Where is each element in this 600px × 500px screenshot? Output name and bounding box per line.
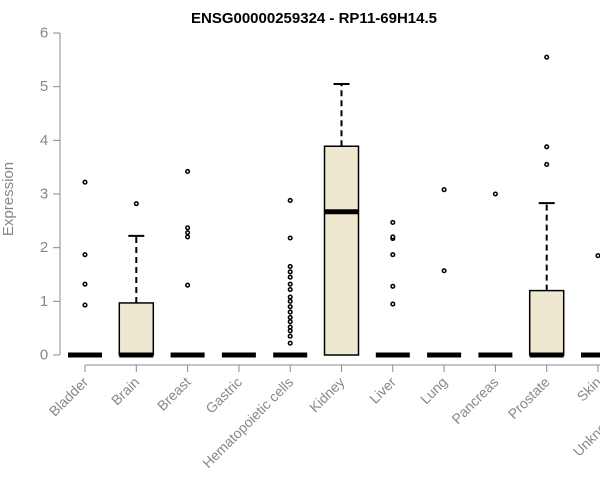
outlier-point bbox=[492, 191, 498, 197]
box-skin bbox=[581, 253, 600, 358]
x-tick-label: Breast bbox=[154, 374, 194, 414]
x-tick-label: Liver bbox=[366, 374, 399, 407]
box-body bbox=[118, 302, 155, 356]
box-breast bbox=[170, 168, 205, 358]
box-hematopoietic-cells bbox=[273, 197, 308, 358]
outlier-point bbox=[82, 252, 88, 258]
outlier-point bbox=[82, 281, 88, 287]
x-tick-label: Hematopoietic cells bbox=[199, 374, 296, 471]
y-tick-label: 6 bbox=[40, 25, 48, 42]
x-tick-label: Brain bbox=[108, 374, 142, 408]
outlier-point bbox=[287, 286, 293, 293]
outlier-point bbox=[544, 54, 550, 60]
y-tick-label: 2 bbox=[40, 239, 48, 256]
box-bladder bbox=[68, 179, 102, 358]
box-series bbox=[68, 54, 600, 358]
outlier-point bbox=[287, 235, 293, 241]
box-body bbox=[528, 289, 565, 356]
outlier-point bbox=[287, 263, 293, 270]
y-tick-label: 5 bbox=[40, 78, 48, 95]
outlier-point bbox=[390, 234, 396, 240]
outlier-point bbox=[287, 274, 293, 280]
x-tick-label: Kidney bbox=[306, 374, 348, 416]
outlier-point bbox=[390, 219, 396, 225]
box-liver bbox=[375, 219, 410, 358]
outlier-point bbox=[287, 340, 293, 346]
y-tick-label: 3 bbox=[40, 186, 48, 203]
outlier-point bbox=[287, 314, 293, 320]
box-lung bbox=[427, 187, 462, 358]
x-tick-label: Pancreas bbox=[448, 374, 501, 427]
box-brain bbox=[118, 201, 155, 358]
outlier-point bbox=[441, 187, 447, 193]
outlier-point bbox=[287, 333, 293, 339]
outlier-point bbox=[185, 282, 191, 288]
x-tick-label: Prostate bbox=[505, 374, 553, 422]
outlier-point bbox=[133, 201, 139, 207]
outlier-point bbox=[185, 230, 191, 236]
chart-title: ENSG00000259324 - RP11-69H14.5 bbox=[191, 10, 437, 27]
outlier-point bbox=[185, 234, 191, 240]
outlier-point bbox=[185, 168, 191, 175]
outlier-point bbox=[390, 301, 396, 307]
box-pancreas bbox=[478, 191, 513, 358]
x-tick-label: Lung bbox=[417, 374, 450, 407]
outlier-point bbox=[544, 144, 550, 150]
outlier-point bbox=[287, 294, 293, 300]
y-tick-label: 0 bbox=[40, 347, 48, 364]
outlier-point bbox=[185, 225, 191, 231]
outlier-point bbox=[287, 324, 293, 330]
box-body bbox=[323, 145, 360, 356]
y-tick-label: 4 bbox=[40, 132, 48, 149]
box-kidney bbox=[323, 82, 360, 356]
outlier-point bbox=[544, 161, 550, 168]
outlier-point bbox=[287, 309, 293, 315]
outlier-point bbox=[390, 283, 396, 289]
outlier-point bbox=[287, 281, 293, 287]
outlier-point bbox=[287, 197, 293, 203]
x-tick-label: Skin bbox=[574, 374, 600, 405]
outlier-point bbox=[287, 298, 293, 304]
outlier-point bbox=[441, 268, 447, 274]
x-tick-label: Bladder bbox=[46, 374, 92, 420]
outlier-point bbox=[287, 269, 293, 275]
box-prostate bbox=[528, 54, 565, 358]
outlier-point bbox=[595, 253, 600, 259]
outlier-point bbox=[82, 179, 88, 185]
y-axis-label: Expression bbox=[0, 162, 17, 236]
y-axis: 0 1 2 3 4 5 6 bbox=[40, 25, 61, 364]
x-tick-label: Gastric bbox=[202, 374, 245, 417]
outlier-point bbox=[390, 252, 396, 258]
outlier-point bbox=[287, 304, 293, 310]
y-tick-label: 1 bbox=[40, 293, 48, 310]
outlier-point bbox=[82, 302, 88, 308]
outlier-point bbox=[287, 319, 293, 325]
